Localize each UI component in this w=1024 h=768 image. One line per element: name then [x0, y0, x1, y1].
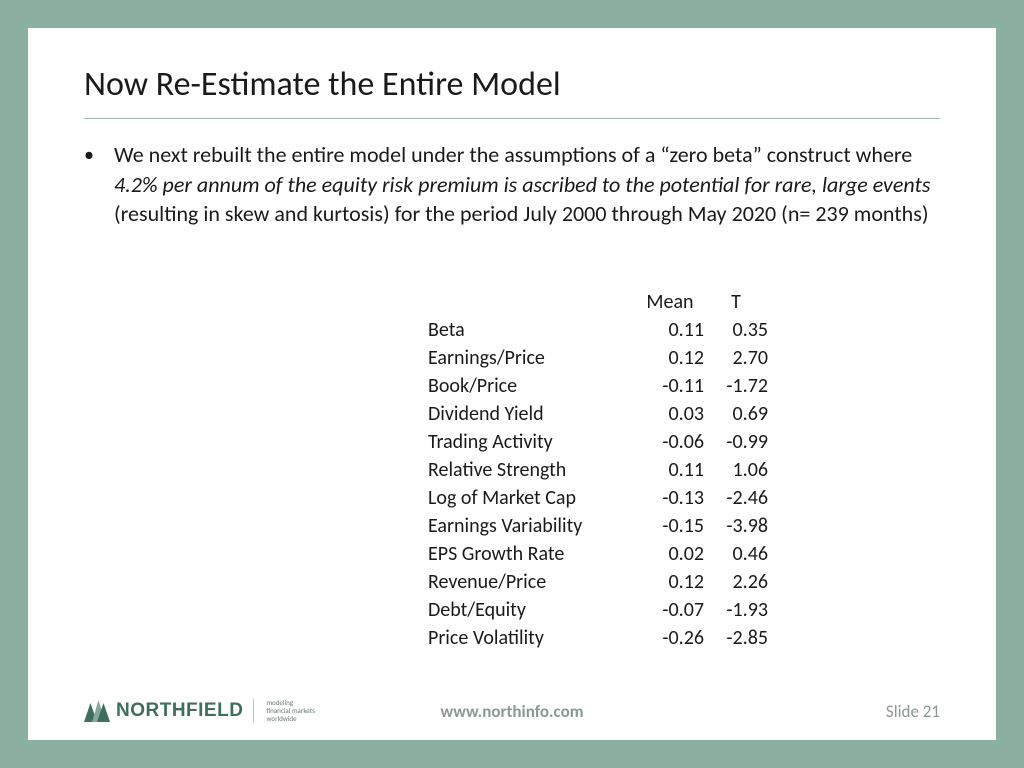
bullet-item: • We next rebuilt the entire model under… — [84, 140, 940, 229]
results-table: Mean T Beta0.110.35Earnings/Price0.122.7… — [428, 288, 768, 652]
table-cell-t: 0.35 — [704, 316, 768, 344]
bullet-list: • We next rebuilt the entire model under… — [84, 140, 940, 229]
table-cell-t: -1.72 — [704, 372, 768, 400]
table-cell-t: 2.70 — [704, 344, 768, 372]
table-cell-t: 1.06 — [704, 456, 768, 484]
slide-title: Now Re-Estimate the Entire Model — [84, 64, 561, 105]
table-cell-mean: -0.13 — [636, 484, 704, 512]
table-row: Log of Market Cap-0.13-2.46 — [428, 484, 768, 512]
slide-footer: NORTHFIELD modeling financial markets wo… — [84, 696, 940, 726]
bullet-text: We next rebuilt the entire model under t… — [114, 140, 940, 229]
table-row: Price Volatility-0.26-2.85 — [428, 624, 768, 652]
table-cell-mean: -0.26 — [636, 624, 704, 652]
table-cell-label: Debt/Equity — [428, 596, 636, 624]
table-cell-t: -3.98 — [704, 512, 768, 540]
table-cell-label: Revenue/Price — [428, 568, 636, 596]
table-cell-label: Relative Strength — [428, 456, 636, 484]
bullet-text-italic: 4.2% per annum of the equity risk premiu… — [114, 171, 930, 198]
table-cell-mean: -0.07 — [636, 596, 704, 624]
table-cell-mean: -0.11 — [636, 372, 704, 400]
bullet-text-pre: We next rebuilt the entire model under t… — [114, 141, 912, 168]
table-header-t: T — [704, 288, 768, 316]
table-cell-label: EPS Growth Rate — [428, 540, 636, 568]
bullet-text-post: (resulting in skew and kurtosis) for the… — [114, 200, 929, 227]
table-cell-mean: -0.06 — [636, 428, 704, 456]
table-row: Earnings/Price0.122.70 — [428, 344, 768, 372]
table-row: Revenue/Price0.122.26 — [428, 568, 768, 596]
table-cell-t: -1.93 — [704, 596, 768, 624]
table-cell-mean: 0.11 — [636, 316, 704, 344]
table-row: Beta0.110.35 — [428, 316, 768, 344]
table-cell-label: Earnings/Price — [428, 344, 636, 372]
table-cell-mean: 0.11 — [636, 456, 704, 484]
table-cell-t: -2.85 — [704, 624, 768, 652]
table-cell-t: 0.46 — [704, 540, 768, 568]
table-row: EPS Growth Rate0.020.46 — [428, 540, 768, 568]
title-divider — [84, 118, 940, 119]
table-row: Earnings Variability-0.15-3.98 — [428, 512, 768, 540]
bullet-marker: • — [84, 140, 114, 169]
table-header-row: Mean T — [428, 288, 768, 316]
table-cell-label: Log of Market Cap — [428, 484, 636, 512]
table-cell-t: -2.46 — [704, 484, 768, 512]
table-cell-label: Price Volatility — [428, 624, 636, 652]
table-cell-label: Earnings Variability — [428, 512, 636, 540]
table-cell-label: Trading Activity — [428, 428, 636, 456]
table-cell-mean: 0.12 — [636, 568, 704, 596]
table-header-blank — [428, 288, 636, 316]
table-header-mean: Mean — [636, 288, 704, 316]
table-cell-t: 0.69 — [704, 400, 768, 428]
table-row: Relative Strength0.111.06 — [428, 456, 768, 484]
slide: Now Re-Estimate the Entire Model • We ne… — [28, 28, 996, 740]
table-cell-label: Dividend Yield — [428, 400, 636, 428]
footer-url: www.northinfo.com — [84, 701, 940, 722]
table-cell-label: Beta — [428, 316, 636, 344]
table-row: Dividend Yield0.030.69 — [428, 400, 768, 428]
table-cell-mean: 0.02 — [636, 540, 704, 568]
table-cell-mean: 0.12 — [636, 344, 704, 372]
table-row: Debt/Equity-0.07-1.93 — [428, 596, 768, 624]
table-cell-label: Book/Price — [428, 372, 636, 400]
table-cell-t: 2.26 — [704, 568, 768, 596]
table-cell-mean: -0.15 — [636, 512, 704, 540]
table-row: Trading Activity-0.06-0.99 — [428, 428, 768, 456]
table-cell-t: -0.99 — [704, 428, 768, 456]
table-row: Book/Price-0.11-1.72 — [428, 372, 768, 400]
table-cell-mean: 0.03 — [636, 400, 704, 428]
